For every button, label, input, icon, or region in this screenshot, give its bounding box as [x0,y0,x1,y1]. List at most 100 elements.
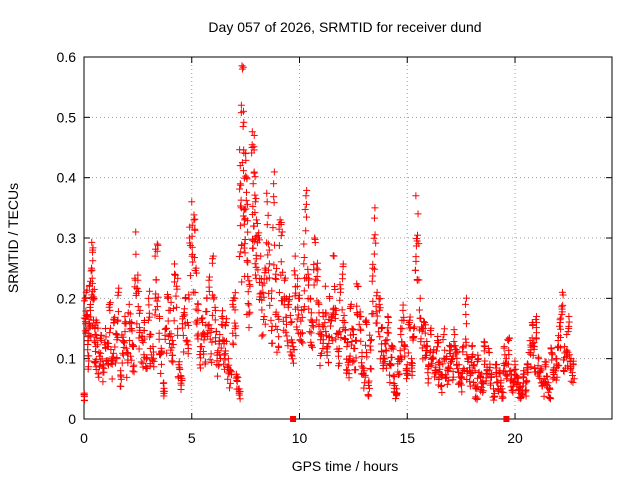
data-point [132,228,140,236]
data-point-cluster [279,317,287,325]
data-point-cluster [376,304,384,312]
data-point-cluster [92,316,100,324]
data-point-cluster [220,351,228,359]
data-point-cluster [361,373,369,381]
data-point-cluster [199,314,207,322]
data-point-cluster [164,293,172,301]
data-point-cluster [249,244,257,252]
data-point-cluster [202,358,210,366]
data-point-cluster [353,302,361,310]
data-point-cluster [207,350,215,358]
data-point-cluster [542,380,550,388]
data-point-cluster [389,343,397,351]
data-point-cluster [329,337,337,345]
data-point-cluster [331,304,339,312]
data-point-cluster [284,342,292,350]
data-point-cluster [302,227,310,235]
data-point-cluster [235,253,243,261]
data-point-cluster [365,381,373,389]
data-point-cluster [291,271,299,279]
data-point-cluster [179,324,187,332]
data-point-cluster [369,260,377,268]
data-point [252,216,260,224]
data-point-cluster [441,346,449,354]
data-point-cluster [383,329,391,337]
data-point-cluster [386,379,394,387]
data-point-cluster [97,332,105,340]
data-point-cluster [264,240,272,248]
data-point-cluster [357,337,365,345]
data-point-cluster [106,329,114,337]
data-point-cluster [251,260,259,268]
data-point-cluster [270,193,278,201]
data-point-cluster [457,381,465,389]
data-point-cluster [471,367,479,375]
data-point-cluster [149,348,157,356]
data-point-cluster [174,325,182,333]
data-point-cluster [163,349,171,357]
data-point-cluster [510,366,518,374]
data-point-cluster [94,341,102,349]
data-point-cluster [192,318,200,326]
data-point-cluster [120,339,128,347]
data-point [216,331,224,339]
data-point-cluster [277,219,285,227]
data-point-cluster [211,303,219,311]
data-point-cluster [428,354,436,362]
data-point [321,282,329,290]
data-point-cluster [382,340,390,348]
data-point-cluster [222,337,230,345]
data-point-cluster [171,260,179,268]
data-point-cluster [486,381,494,389]
data-point-cluster [381,339,389,347]
data-point-cluster [400,313,408,321]
data-point-cluster [477,370,485,378]
data-point [249,180,257,188]
data-point-cluster [436,365,444,373]
data-point-cluster [434,338,442,346]
data-point-cluster [453,347,461,355]
data-point-cluster [479,378,487,386]
data-point-cluster [251,173,259,181]
data-point-cluster [534,353,542,361]
data-point-cluster [426,327,434,335]
data-point-cluster [113,354,121,362]
data-point-cluster [424,369,432,377]
data-point-cluster [529,340,537,348]
data-point-cluster [108,356,116,364]
data-point-cluster [250,146,258,154]
data-point-cluster [326,322,334,330]
data-point-cluster [217,355,225,363]
data-point-cluster [282,328,290,336]
data-point-cluster [87,267,95,275]
data-point-cluster [382,346,390,354]
data-point-cluster [88,238,96,246]
data-point-cluster [408,362,416,370]
data-point-cluster [265,274,273,282]
data-point-cluster [275,333,283,341]
data-point-cluster [370,214,378,222]
data-point-cluster [237,101,245,109]
data-point [371,204,379,212]
data-point-cluster [513,380,521,388]
data-point-cluster [190,211,198,219]
data-point-cluster [151,294,159,302]
data-point-cluster [299,339,307,347]
data-point-cluster [340,335,348,343]
data-point-cluster [367,346,375,354]
data-point-cluster [171,278,179,286]
data-point [451,331,459,339]
data-point-cluster [149,354,157,362]
data-point-cluster [119,351,127,359]
data-point-cluster [142,355,150,363]
data-point-cluster [368,310,376,318]
data-point-cluster [354,283,362,291]
data-point-cluster [462,338,470,346]
data-point-cluster [396,347,404,355]
data-point-cluster [161,325,169,333]
data-point-cluster [329,252,337,260]
data-point-cluster [173,303,181,311]
data-point-cluster [314,266,322,274]
data-point-cluster [271,274,279,282]
data-point-cluster [530,345,538,353]
